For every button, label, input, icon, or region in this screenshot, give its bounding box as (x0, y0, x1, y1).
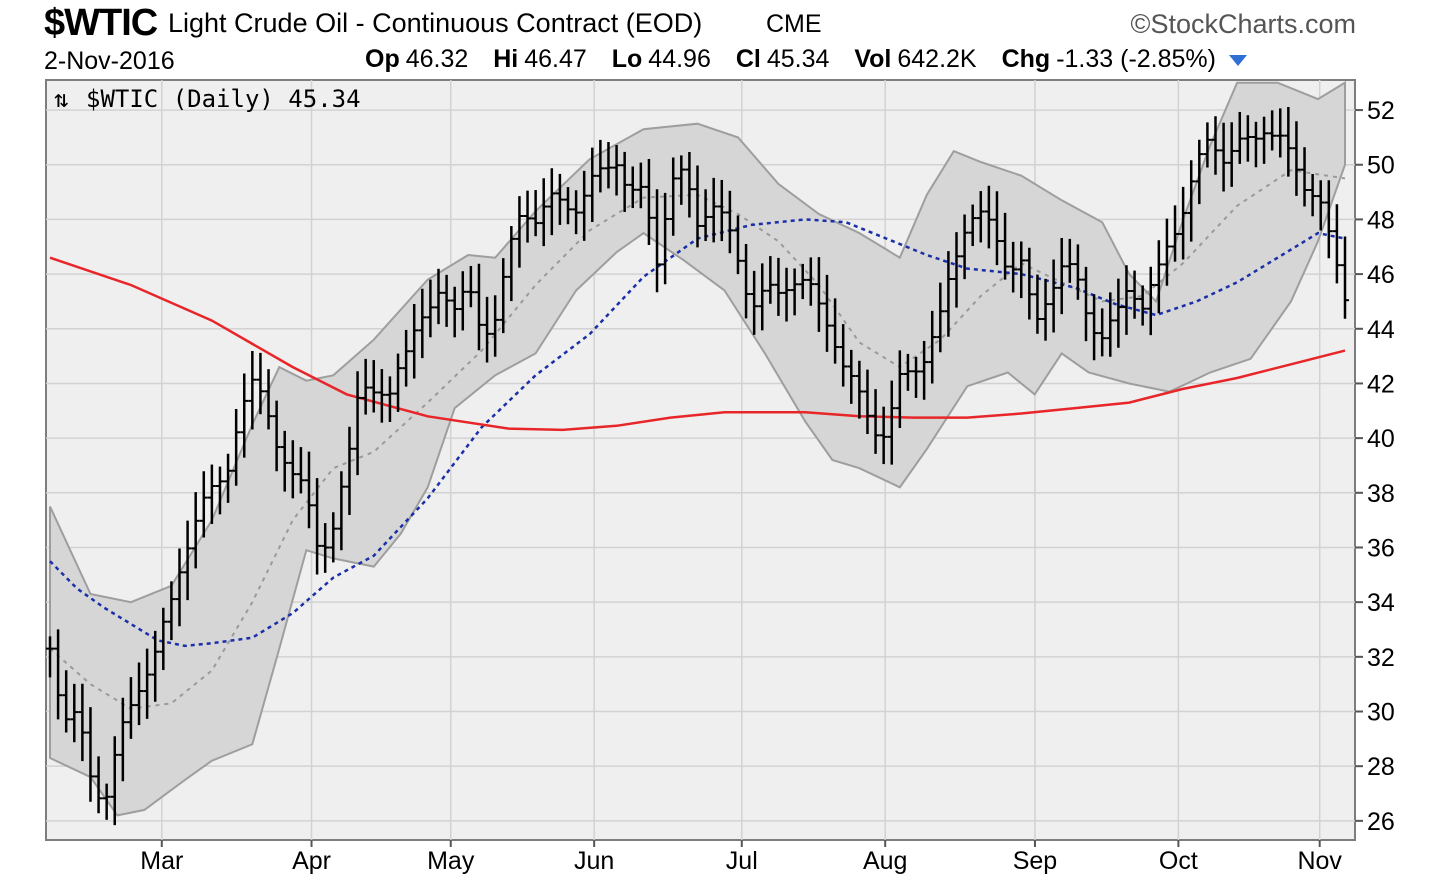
y-tick-label: 36 (1367, 534, 1395, 562)
y-tick-label: 52 (1367, 97, 1395, 125)
chart-legend: ⇅ $WTIC (Daily) 45.34 (54, 85, 361, 113)
moving-average-200 (49, 256, 1346, 432)
chart-header: $WTIC Light Crude Oil - Continuous Contr… (0, 0, 1444, 80)
y-tick-label: 46 (1367, 261, 1395, 289)
quote-date: 2-Nov-2016 (44, 47, 175, 75)
close-value: 45.34 (766, 45, 830, 73)
y-tick-label: 48 (1367, 206, 1395, 234)
x-tick-label: Oct (1159, 847, 1198, 875)
x-tick-label: Mar (140, 847, 183, 875)
y-tick-label: 28 (1367, 753, 1395, 781)
y-tick-label: 44 (1367, 316, 1395, 344)
price-bars (46, 106, 1349, 826)
x-tick-label: Jun (574, 847, 614, 875)
y-axis: 26 28 30 32 34 36 38 40 42 44 46 48 50 52 (1355, 97, 1395, 836)
x-tick-label: Aug (863, 847, 907, 875)
high-value: 46.47 (524, 45, 587, 73)
quote-bar: Op 46.32 Hi 46.47 Lo 44.96 Cl 45.34 Vol 642.2… (365, 45, 1247, 74)
x-tick-label: May (427, 847, 475, 875)
x-tick-label: Apr (292, 847, 331, 875)
open-label: Op (365, 45, 400, 73)
y-tick-label: 42 (1367, 370, 1395, 398)
x-tick-label: Jul (726, 847, 758, 875)
y-tick-label: 32 (1367, 644, 1395, 672)
change-value: -1.33 (-2.85%) (1056, 45, 1216, 73)
high-label: Hi (493, 45, 519, 73)
y-tick-label: 50 (1367, 152, 1395, 180)
close-label: Cl (735, 45, 761, 73)
exchange-label: CME (766, 10, 822, 38)
brand-watermark[interactable]: ©StockCharts.com (1130, 9, 1356, 39)
x-tick-label: Sep (1013, 847, 1057, 875)
instrument-title: Light Crude Oil - Continuous Contract (E… (168, 8, 703, 38)
y-tick-label: 38 (1367, 480, 1395, 508)
legend-icon: ⇅ (54, 85, 68, 113)
ticker-symbol: $WTIC (44, 2, 158, 44)
open-value: 46.32 (405, 45, 469, 73)
low-value: 44.96 (648, 45, 711, 73)
volume-label: Vol (854, 45, 892, 73)
down-arrow-icon[interactable] (1228, 54, 1247, 66)
y-tick-label: 34 (1367, 589, 1395, 617)
volume-value: 642.2K (897, 45, 977, 73)
x-tick-label: Nov (1297, 847, 1342, 875)
change-label: Chg (1001, 45, 1051, 73)
low-label: Lo (611, 45, 643, 73)
y-tick-label: 30 (1367, 699, 1395, 727)
y-tick-label: 40 (1367, 425, 1395, 453)
x-axis: Mar Apr May Jun Jul Aug Sep Oct Nov (140, 840, 1342, 875)
y-tick-label: 26 (1367, 808, 1395, 836)
legend-label: $WTIC (Daily) 45.34 (86, 85, 361, 113)
